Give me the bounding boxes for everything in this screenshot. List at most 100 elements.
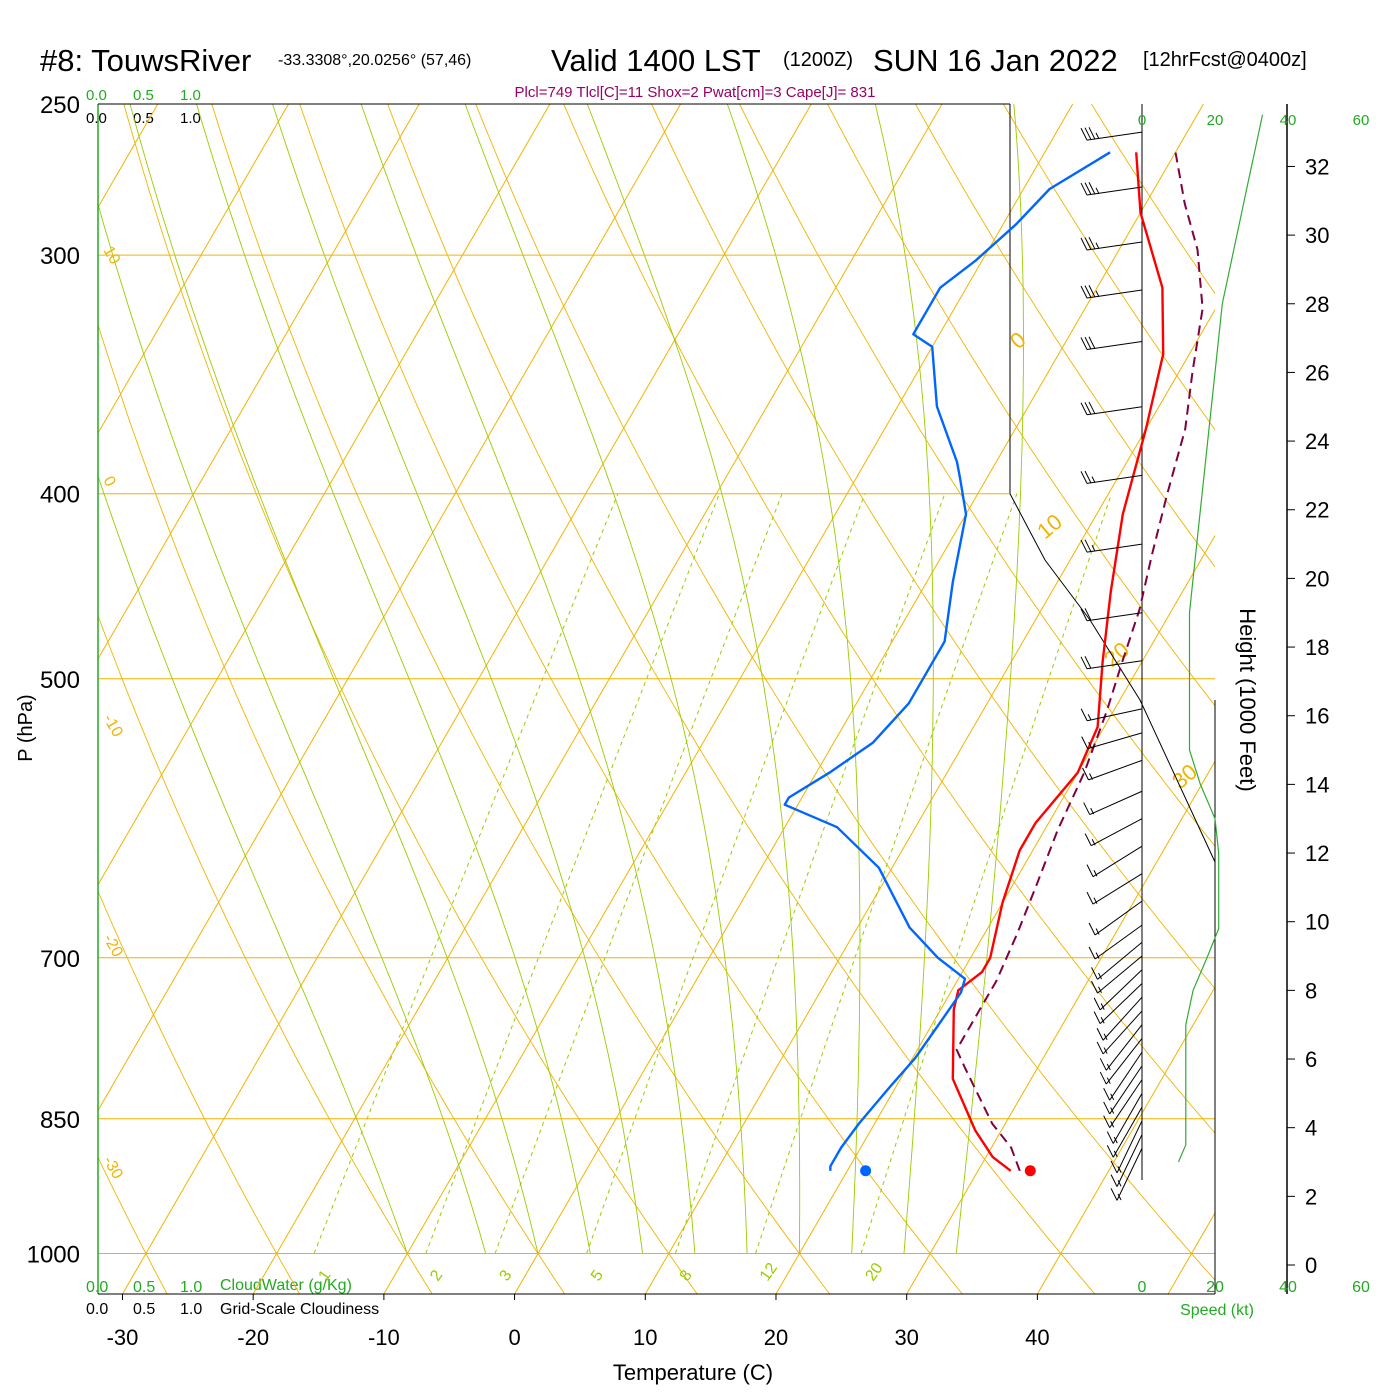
bottom-cloudiness-tick: 0.5 xyxy=(133,1301,155,1318)
wind-barb-flag xyxy=(1106,1145,1114,1158)
wind-barb xyxy=(1080,708,1143,722)
moist-adiabat xyxy=(586,104,801,1254)
moist-adiabat xyxy=(98,202,487,1254)
mixing-ratio-label: 2 xyxy=(427,1267,446,1284)
surface-dewpoint-marker xyxy=(860,1165,872,1177)
parcel-path-line xyxy=(955,152,1204,1172)
wind-barb xyxy=(1088,900,1143,936)
wind-barb-half-flag xyxy=(1095,952,1100,959)
wind-barb-flag xyxy=(1080,337,1088,350)
bottom-cloudwater-tick: 0.0 xyxy=(86,1279,108,1296)
speed-axis-label: Speed (kt) xyxy=(1180,1302,1254,1319)
wind-barb-flag xyxy=(1080,182,1088,196)
y-axis-title: P (hPa) xyxy=(15,694,37,761)
wind-barb-staff xyxy=(1086,660,1143,670)
dry-adiabat xyxy=(98,890,300,1294)
wind-barb-half-flag xyxy=(1117,1166,1122,1173)
wind-barb-staff xyxy=(1086,474,1143,484)
height-axis-title: Height (1000 Feet) xyxy=(1235,608,1260,791)
height-tick-label: 18 xyxy=(1305,635,1329,660)
moist-adiabat xyxy=(196,104,591,1254)
wind-barb xyxy=(1096,996,1143,1041)
wind-barb-half-flag xyxy=(1100,1003,1105,1010)
wind-barb-staff xyxy=(1086,406,1143,416)
isotherm-label: -30 xyxy=(100,1154,126,1183)
valid-date: SUN 16 Jan 2022 xyxy=(873,43,1118,78)
wind-barb-staff xyxy=(1086,543,1143,553)
wind-barb-half-flag xyxy=(1095,928,1100,935)
wind-barb xyxy=(1093,969,1143,1011)
moist-adiabat xyxy=(874,104,934,1254)
forecast-info: [12hrFcst@0400z] xyxy=(1143,49,1307,71)
wind-barb-staff xyxy=(1099,969,1143,1011)
wind-barb-flag xyxy=(1084,833,1092,846)
clip-region xyxy=(98,104,1215,1294)
wind-barb xyxy=(1103,1065,1143,1115)
top-cloudwater-tick: 1.0 xyxy=(180,87,201,104)
wind-barb-flag xyxy=(1106,1131,1114,1144)
x-tick-label: -20 xyxy=(237,1325,269,1350)
wind-barb-flag xyxy=(1088,127,1096,140)
wind-barb-flag xyxy=(1096,1041,1104,1055)
height-tick-label: 32 xyxy=(1305,154,1329,179)
wind-barb-flag xyxy=(1088,336,1096,349)
wind-barb-flag xyxy=(1091,980,1098,994)
dry-adiabat-label: 0 xyxy=(1005,327,1030,354)
x-tick-label: 30 xyxy=(894,1325,918,1350)
wind-barb-half-flag xyxy=(1091,476,1096,483)
isotherm xyxy=(252,104,943,1294)
wind-barb-staff xyxy=(1086,186,1143,196)
wind-barb xyxy=(1106,1106,1143,1158)
wind-barb-half-flag xyxy=(1117,1180,1122,1187)
wind-barb-staff xyxy=(1092,845,1143,878)
wind-barb-flag xyxy=(1084,237,1092,250)
wind-barb-flag xyxy=(1084,127,1092,140)
dry-adiabat xyxy=(739,104,1215,847)
wind-barb-staff xyxy=(1086,289,1143,299)
speed-tick-label-top: 60 xyxy=(1353,112,1370,129)
wind-barb-staff xyxy=(1116,1134,1143,1187)
wind-barb-staff xyxy=(1097,941,1143,980)
height-tick-label: 26 xyxy=(1305,360,1329,385)
moist-adiabat xyxy=(726,104,861,1254)
wind-barb xyxy=(1080,182,1143,196)
height-tick-label: 28 xyxy=(1305,292,1329,317)
bottom-cloudiness-tick: 0.0 xyxy=(86,1301,108,1318)
wind-barb-staff xyxy=(1089,790,1143,815)
wind-barb xyxy=(1110,1134,1143,1187)
y-tick-label: 850 xyxy=(40,1107,80,1134)
station-title: #8: TouwsRiver xyxy=(40,43,251,78)
wind-barb xyxy=(1080,236,1143,251)
isotherm xyxy=(644,308,1215,1294)
wind-barb-half-flag xyxy=(1089,773,1093,780)
wind-barb-flag xyxy=(1099,1058,1107,1071)
mixing-ratio-label: 20 xyxy=(862,1260,886,1284)
mixing-ratio-label: 12 xyxy=(757,1260,781,1284)
dry-adiabat xyxy=(98,323,566,1294)
dry-adiabat xyxy=(915,104,1215,568)
wind-barb-half-flag xyxy=(1113,1136,1118,1144)
wind-barb xyxy=(1086,845,1143,878)
wind-barb-staff xyxy=(1092,873,1143,905)
wind-barb-flag xyxy=(1103,1115,1111,1128)
bottom-cloudwater-tick: 0.5 xyxy=(133,1279,155,1296)
valid-time: Valid 1400 LST xyxy=(551,43,761,78)
isotherm xyxy=(122,104,812,1294)
wind-barb-half-flag xyxy=(1103,1033,1108,1041)
moist-adiabat xyxy=(129,104,539,1254)
wind-barb xyxy=(1106,1093,1143,1144)
utc-time: (1200Z) xyxy=(783,49,853,71)
height-tick-label: 24 xyxy=(1305,429,1329,454)
station-coords: -33.3308°,20.0256° (57,46) xyxy=(278,52,471,69)
y-tick-label: 300 xyxy=(40,243,80,270)
speed-tick-label-top: 20 xyxy=(1207,112,1224,129)
wind-barb-staff xyxy=(1086,341,1143,351)
sounding-series xyxy=(783,151,1204,1177)
axis-ticks: -30 -20 -10 0 10 20 30 402503004005007008501000… xyxy=(27,92,1370,1350)
wind-barb-flag xyxy=(1084,402,1092,415)
dry-adiabat-label: 30 xyxy=(1167,759,1202,794)
wind-barb-staff xyxy=(1086,612,1143,622)
wind-barb xyxy=(1080,401,1143,416)
speed-tick-label-top: 40 xyxy=(1280,112,1297,129)
wind-barb-staff xyxy=(1086,131,1143,141)
